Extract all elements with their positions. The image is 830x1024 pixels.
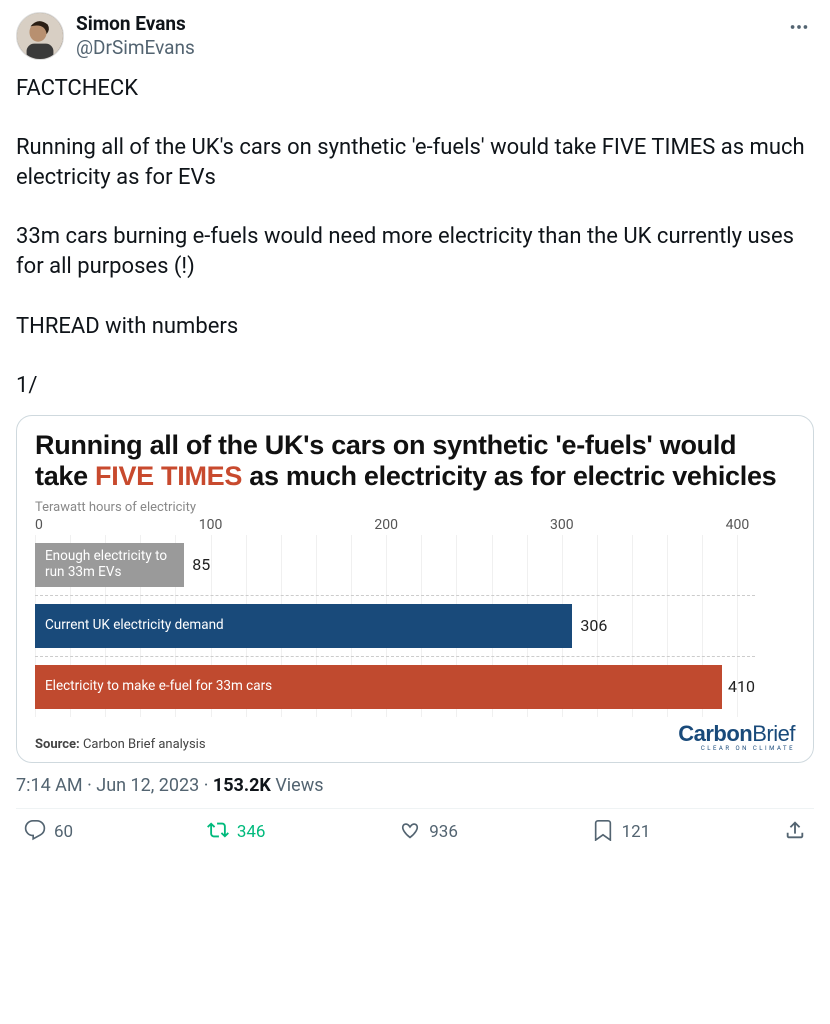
like-button[interactable]: 936 (399, 819, 458, 846)
bar-label: Enough electricity to run 33m EVs (45, 549, 174, 580)
x-tick: 100 (199, 517, 223, 533)
axis-label: Terawatt hours of electricity (35, 500, 795, 515)
tweet-actions: 60 346 936 121 (16, 813, 814, 850)
handle: @DrSimEvans (76, 36, 195, 60)
brand-light: Brief (752, 721, 795, 746)
bar-row: Electricity to make e-fuel for 33m cars 4… (35, 657, 755, 717)
x-tick: 0 (35, 517, 43, 533)
bar: Enough electricity to run 33m EVs (35, 543, 184, 587)
bars-container: Enough electricity to run 33m EVs 85 Curre… (35, 535, 755, 717)
bar-label: Current UK electricity demand (45, 618, 224, 634)
like-count: 936 (429, 822, 458, 842)
bar-label: Electricity to make e-fuel for 33m cars (45, 679, 272, 695)
retweet-count: 346 (237, 822, 266, 842)
views-count: 153.2K (213, 775, 271, 796)
chart-title: Running all of the UK's cars on syntheti… (35, 430, 795, 492)
retweet-button[interactable]: 346 (207, 819, 266, 846)
bookmark-count: 121 (622, 822, 651, 842)
x-tick: 200 (374, 517, 398, 533)
tweet-header: Simon Evans @DrSimEvans (16, 12, 814, 60)
reply-icon (24, 819, 46, 846)
chart-footer: Source: Carbon Brief analysis CarbonBrie… (35, 723, 795, 752)
chart-title-post: as much electricity as for electric vehi… (242, 461, 776, 491)
bookmark-icon (592, 819, 614, 846)
views-label: Views (271, 775, 324, 796)
reply-count: 60 (54, 822, 73, 842)
source-text: Carbon Brief analysis (80, 737, 206, 752)
bar-row: Current UK electricity demand 306 (35, 596, 755, 657)
source-label: Source: (35, 737, 80, 752)
bookmark-button[interactable]: 121 (592, 819, 651, 846)
brand-bold: Carbon (678, 721, 752, 746)
chart-source: Source: Carbon Brief analysis (35, 737, 206, 752)
tweet-time[interactable]: 7:14 AM (16, 775, 83, 796)
share-button[interactable] (784, 819, 806, 846)
divider (16, 808, 814, 809)
retweet-icon (207, 819, 229, 846)
tweet-text: FACTCHECK Running all of the UK's cars o… (16, 74, 814, 401)
tweet-container: Simon Evans @DrSimEvans FACTCHECK Runnin… (0, 0, 830, 858)
bar-row: Enough electricity to run 33m EVs 85 (35, 535, 755, 596)
bar-value: 85 (192, 555, 210, 574)
tweet-date[interactable]: Jun 12, 2023 (96, 775, 199, 796)
brand-logo: CarbonBrief CLEAR ON CLIMATE (678, 723, 795, 752)
brand-sub: CLEAR ON CLIMATE (678, 746, 795, 752)
more-options-button[interactable] (784, 12, 814, 46)
share-icon (784, 819, 806, 846)
reply-button[interactable]: 60 (24, 819, 73, 846)
chart-title-highlight: FIVE TIMES (95, 461, 242, 491)
tweet-meta: 7:14 AM · Jun 12, 2023 · 153.2K Views (16, 775, 814, 796)
heart-icon (399, 819, 421, 846)
x-tick: 400 (726, 517, 750, 533)
bar: Current UK electricity demand (35, 604, 572, 648)
bar: Electricity to make e-fuel for 33m cars (35, 665, 722, 709)
chart-area: 0 100 200 300 400 Enough electricity to run … (35, 517, 795, 717)
bar-value: 410 (722, 677, 755, 696)
display-name: Simon Evans (76, 12, 195, 36)
embedded-chart-card[interactable]: Running all of the UK's cars on syntheti… (16, 415, 814, 763)
x-tick: 300 (550, 517, 574, 533)
brand-main: CarbonBrief (678, 723, 795, 745)
x-axis-ticks: 0 100 200 300 400 (35, 517, 755, 535)
author-block[interactable]: Simon Evans @DrSimEvans (76, 12, 195, 60)
avatar[interactable] (16, 12, 64, 60)
bar-value: 306 (580, 616, 607, 635)
